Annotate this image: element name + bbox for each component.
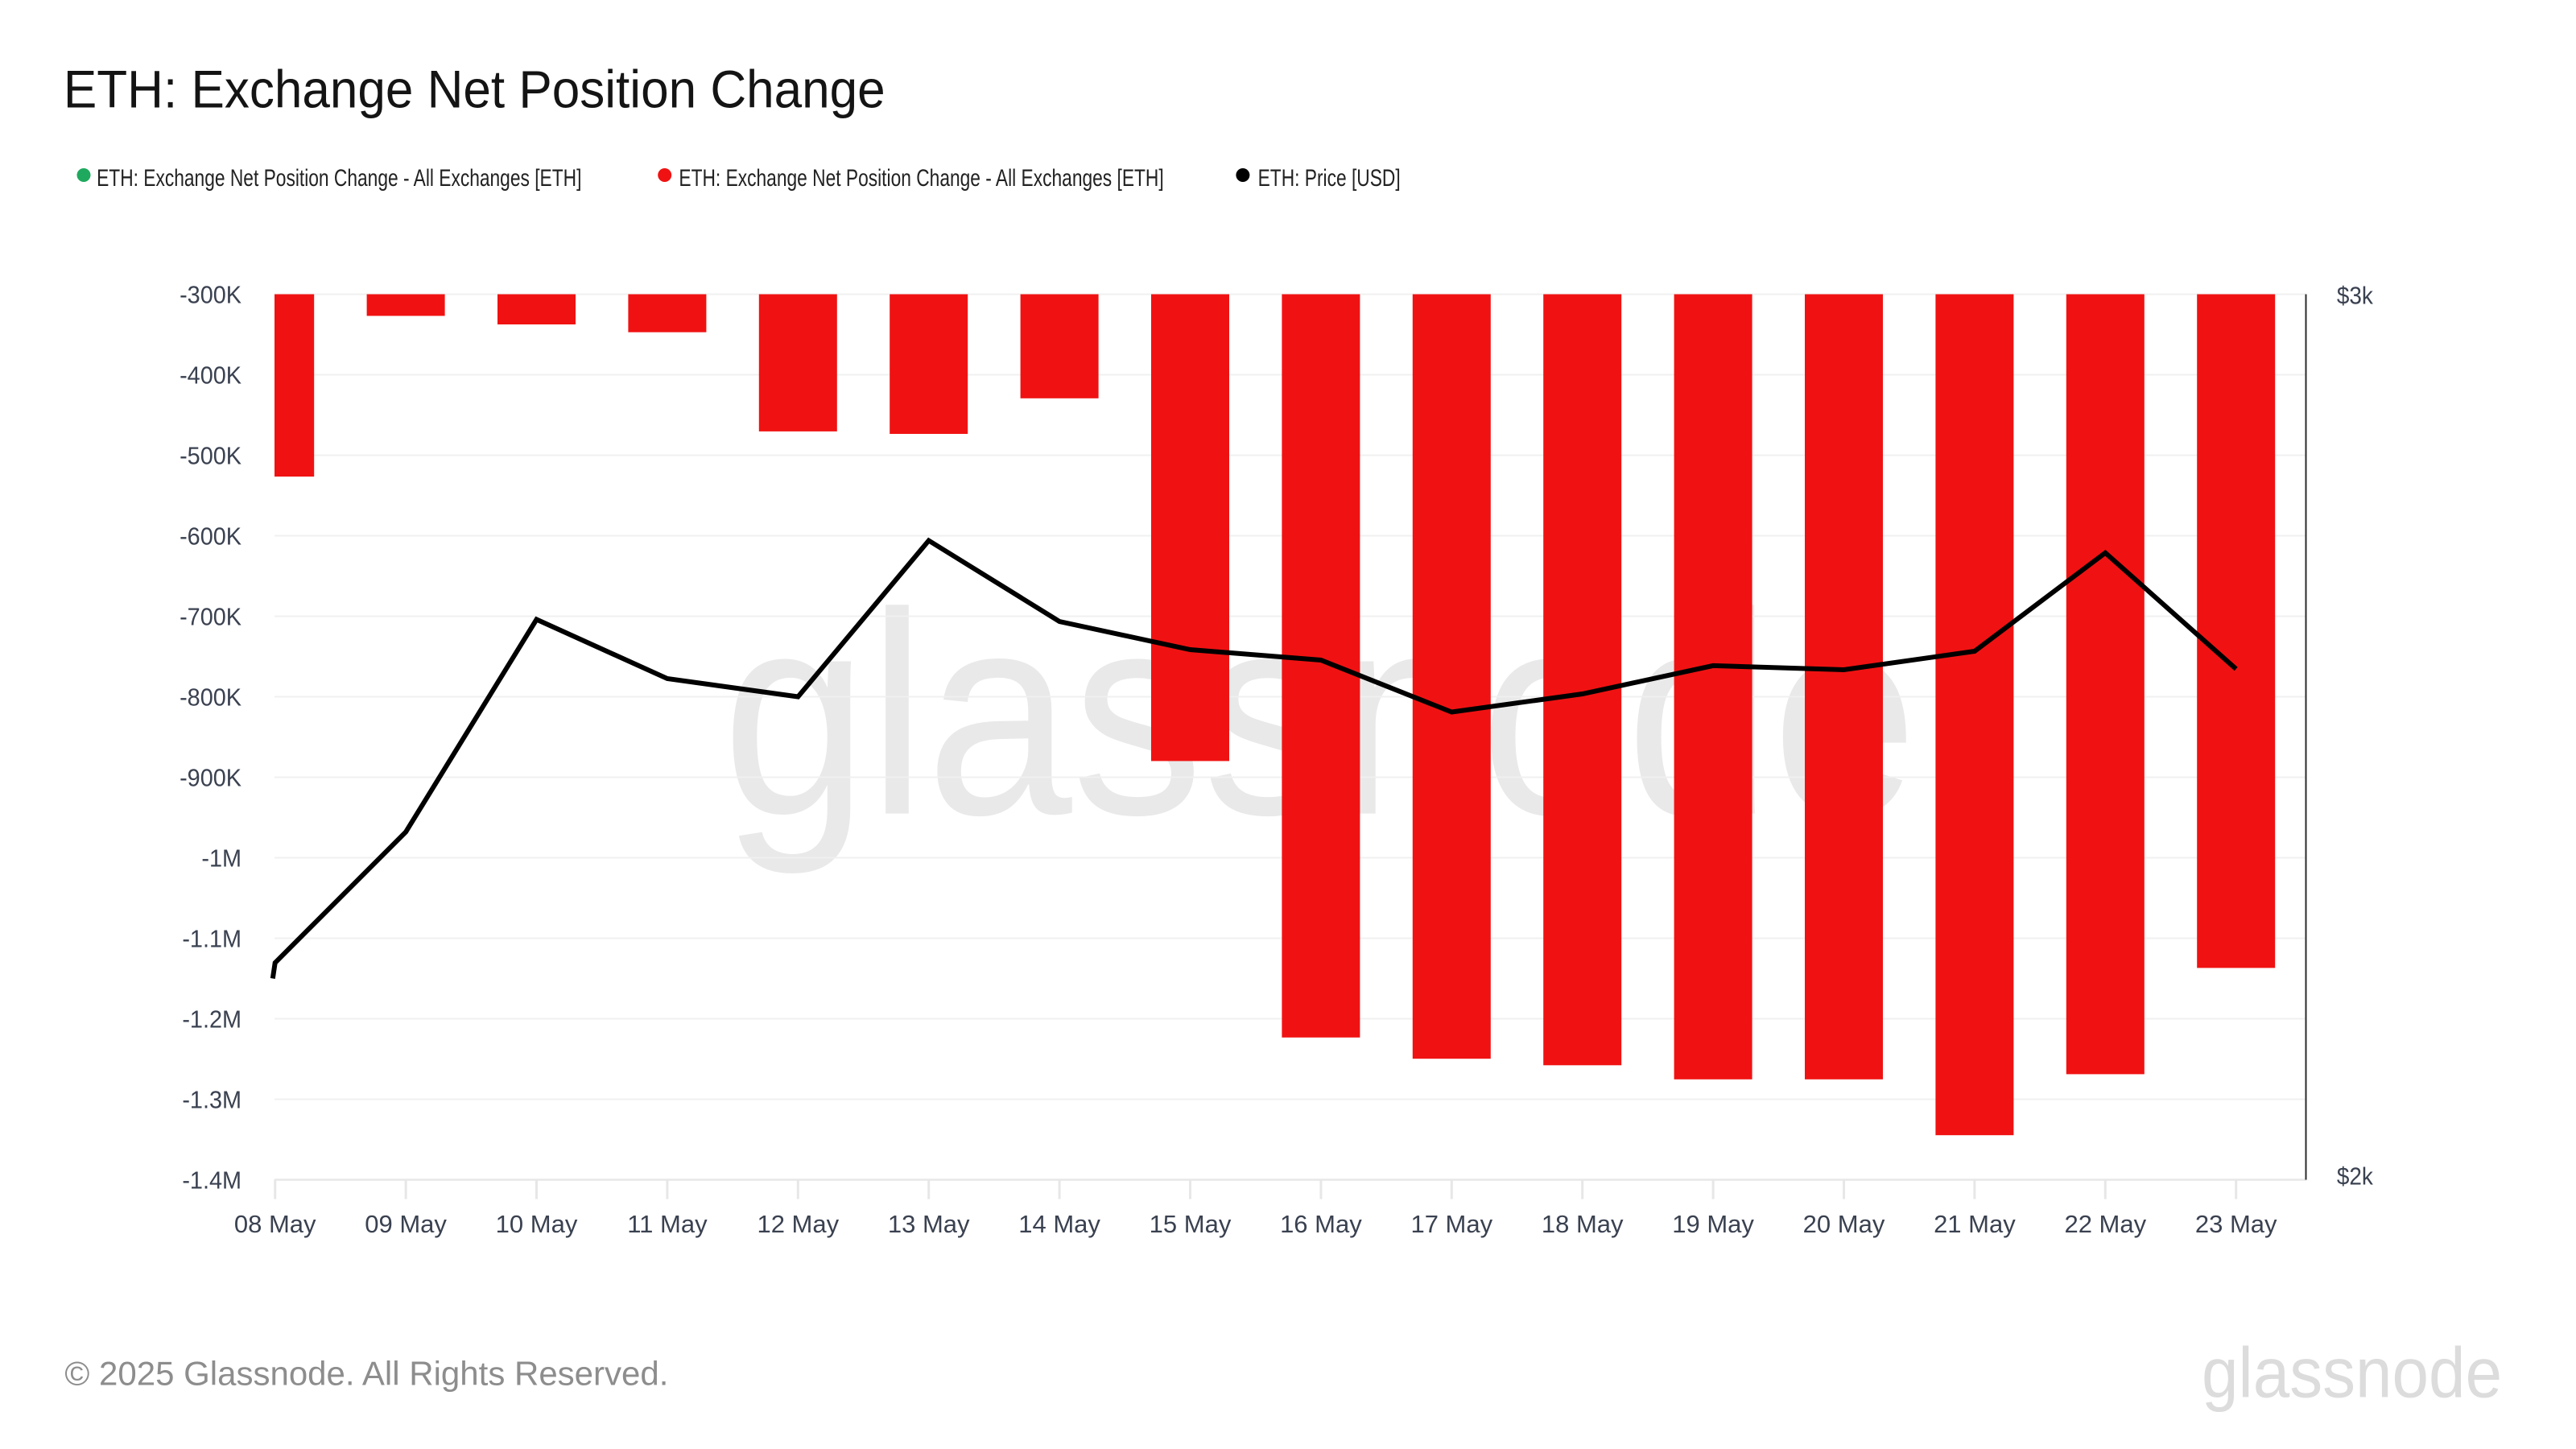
- svg-text:-900K: -900K: [180, 765, 242, 792]
- svg-text:20 May: 20 May: [1803, 1210, 1885, 1238]
- svg-text:-1M: -1M: [201, 845, 242, 873]
- svg-text:21 May: 21 May: [1934, 1210, 2016, 1238]
- svg-text:-500K: -500K: [180, 443, 242, 470]
- svg-text:-1.2M: -1.2M: [182, 1006, 242, 1034]
- svg-text:ETH: Exchange Net Position Cha: ETH: Exchange Net Position Change - All …: [679, 164, 1163, 192]
- svg-text:17 May: 17 May: [1410, 1210, 1492, 1238]
- svg-text:-400K: -400K: [180, 362, 242, 390]
- svg-text:$3k: $3k: [2337, 282, 2373, 310]
- svg-text:23 May: 23 May: [2195, 1210, 2277, 1238]
- svg-text:-1.4M: -1.4M: [182, 1167, 242, 1195]
- svg-text:-700K: -700K: [180, 604, 242, 631]
- svg-text:ETH: Exchange Net Position Cha: ETH: Exchange Net Position Change - All …: [97, 164, 581, 192]
- svg-text:-1.1M: -1.1M: [182, 926, 242, 953]
- svg-text:14 May: 14 May: [1018, 1210, 1100, 1238]
- svg-text:© 2025 Glassnode. All Rights R: © 2025 Glassnode. All Rights Reserved.: [64, 1355, 668, 1393]
- svg-text:10 May: 10 May: [496, 1210, 578, 1238]
- svg-text:15 May: 15 May: [1150, 1210, 1232, 1238]
- svg-text:$2k: $2k: [2337, 1162, 2373, 1191]
- svg-text:11 May: 11 May: [627, 1210, 708, 1238]
- svg-text:ETH: Exchange Net Position Cha: ETH: Exchange Net Position Change: [64, 60, 886, 119]
- svg-text:ETH: Price [USD]: ETH: Price [USD]: [1258, 164, 1401, 192]
- svg-text:22 May: 22 May: [2064, 1210, 2146, 1238]
- svg-text:glassnode: glassnode: [2202, 1334, 2502, 1413]
- svg-text:16 May: 16 May: [1280, 1210, 1362, 1238]
- svg-text:12 May: 12 May: [757, 1210, 839, 1238]
- svg-text:-600K: -600K: [180, 523, 242, 551]
- svg-text:18 May: 18 May: [1542, 1210, 1624, 1238]
- svg-text:-1.3M: -1.3M: [182, 1087, 242, 1114]
- svg-text:13 May: 13 May: [888, 1210, 970, 1238]
- svg-text:19 May: 19 May: [1672, 1210, 1754, 1238]
- svg-text:08 May: 08 May: [234, 1210, 316, 1238]
- svg-text:09 May: 09 May: [365, 1210, 447, 1238]
- svg-text:-800K: -800K: [180, 684, 242, 712]
- svg-text:-300K: -300K: [180, 282, 242, 309]
